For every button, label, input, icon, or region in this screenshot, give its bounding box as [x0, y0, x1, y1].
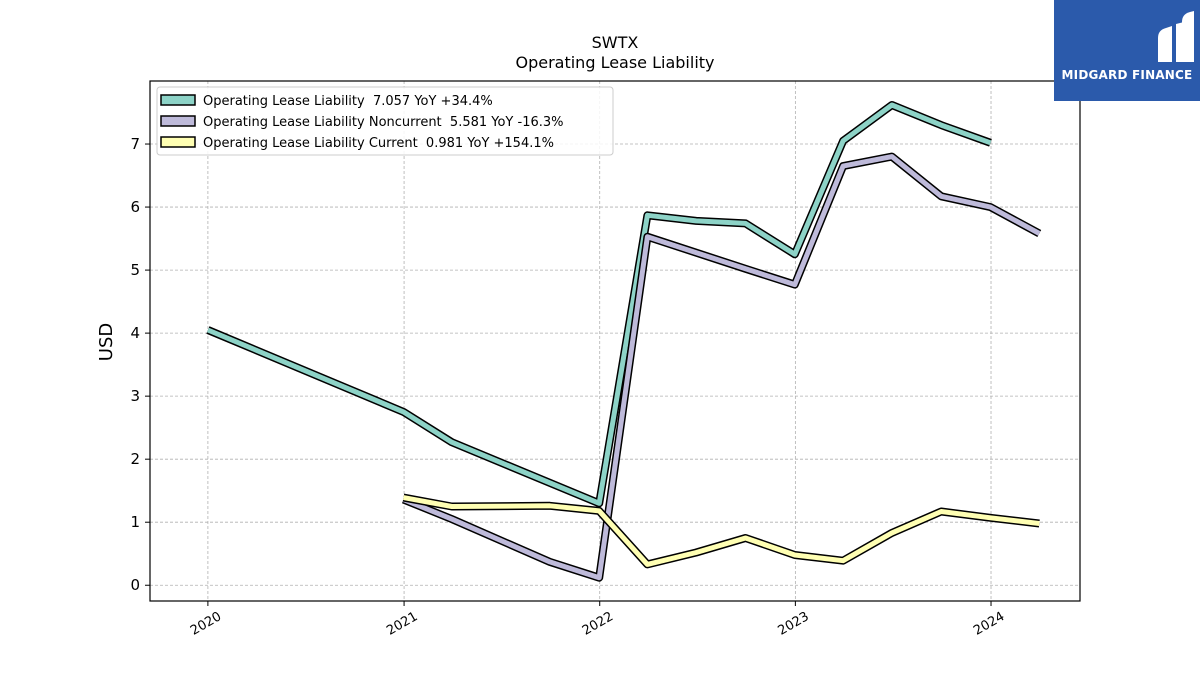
series-layer	[206, 101, 1042, 582]
x-tick-label: 2022	[580, 609, 616, 639]
y-tick-label: 5	[130, 261, 140, 279]
x-tick-label: 2023	[776, 609, 812, 639]
y-tick-label: 3	[130, 387, 140, 405]
legend-swatch	[160, 136, 196, 148]
y-tick-label: 0	[130, 576, 140, 594]
chart-title: SWTX	[592, 33, 639, 52]
legend-box	[156, 86, 614, 156]
legend-label: Operating Lease Liability 7.057 YoY +34.…	[203, 94, 493, 109]
series-3	[402, 493, 1040, 569]
series-line	[403, 495, 1040, 567]
y-tick-label: 7	[130, 135, 140, 153]
legend: Operating Lease Liability 7.057 YoY +34.…	[156, 86, 614, 156]
logo-mark-icon	[1158, 11, 1194, 62]
x-tick-label: 2024	[971, 609, 1007, 639]
legend-label: Operating Lease Liability Current 0.981 …	[203, 136, 554, 151]
series-1	[206, 101, 992, 508]
axis-ticks: 2020 2021 2022 2023 2024 0 1 2 3 4 5 6 7	[130, 135, 1007, 639]
series-line-outline	[206, 101, 992, 508]
plot-frame	[149, 80, 1081, 602]
logo-text: MIDGARD FINANCE	[1061, 68, 1193, 82]
y-tick-label: 4	[130, 324, 140, 342]
series-line	[402, 154, 1041, 581]
x-tick-label: 2021	[384, 609, 420, 639]
legend-swatch	[160, 115, 196, 127]
y-axis-label: USD	[96, 323, 117, 361]
y-tick-label: 6	[130, 198, 140, 216]
legend-swatch	[160, 94, 196, 106]
series-line	[206, 102, 992, 506]
legend-label: Operating Lease Liability Noncurrent 5.5…	[203, 115, 564, 130]
series-2	[401, 152, 1042, 582]
midgard-finance-logo: MIDGARD FINANCE	[1054, 0, 1200, 101]
x-tick-label: 2020	[188, 609, 224, 639]
chart-subtitle: Operating Lease Liability	[515, 53, 714, 72]
y-tick-label: 1	[130, 513, 140, 531]
y-tick-label: 2	[130, 450, 140, 468]
